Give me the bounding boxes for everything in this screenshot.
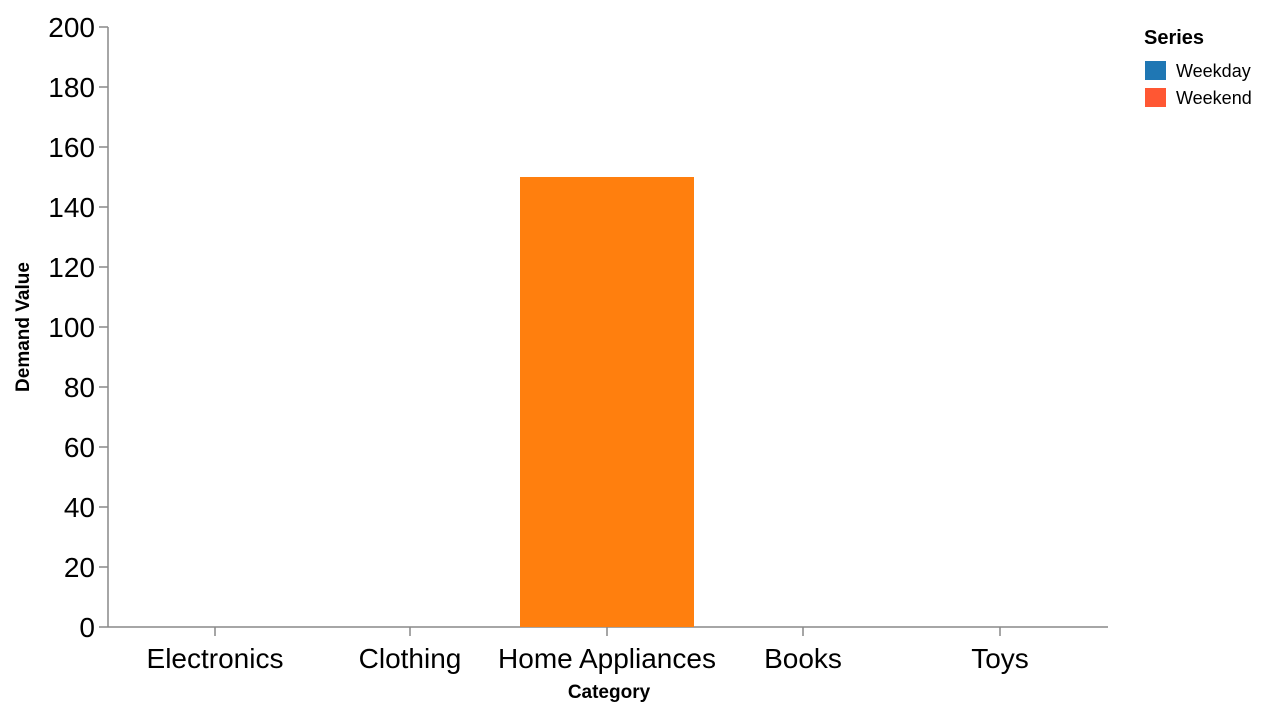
y-tick-label: 100 bbox=[48, 312, 95, 343]
x-tick-label: Books bbox=[764, 643, 842, 674]
legend-swatch bbox=[1145, 61, 1166, 80]
x-tick-label: Home Appliances bbox=[498, 643, 716, 674]
y-tick-label: 180 bbox=[48, 72, 95, 103]
y-tick-label: 200 bbox=[48, 12, 95, 43]
legend-label: Weekday bbox=[1176, 61, 1251, 81]
y-tick-label: 120 bbox=[48, 252, 95, 283]
x-tick-label: Toys bbox=[971, 643, 1029, 674]
y-tick-label: 20 bbox=[64, 552, 95, 583]
x-axis-title: Category bbox=[568, 682, 651, 703]
y-axis: 0 20 40 60 80 100 120 140 160 180 200 bbox=[48, 12, 109, 643]
legend-title: Series bbox=[1144, 27, 1204, 49]
bar bbox=[520, 177, 694, 627]
y-axis-title: Demand Value bbox=[13, 262, 34, 392]
y-tick-label: 60 bbox=[64, 432, 95, 463]
legend: Series Weekday Weekend bbox=[1144, 27, 1252, 108]
y-tick-label: 40 bbox=[64, 492, 95, 523]
x-axis: Electronics Clothing Home Appliances Books T… bbox=[108, 626, 1108, 674]
y-tick-label: 80 bbox=[64, 372, 95, 403]
bars bbox=[520, 177, 694, 627]
y-tick-label: 0 bbox=[79, 612, 95, 643]
y-tick-label: 160 bbox=[48, 132, 95, 163]
y-tick-label: 140 bbox=[48, 192, 95, 223]
legend-label: Weekend bbox=[1176, 88, 1252, 108]
x-tick-label: Clothing bbox=[359, 643, 462, 674]
x-tick-label: Electronics bbox=[147, 643, 284, 674]
legend-swatch bbox=[1145, 88, 1166, 107]
